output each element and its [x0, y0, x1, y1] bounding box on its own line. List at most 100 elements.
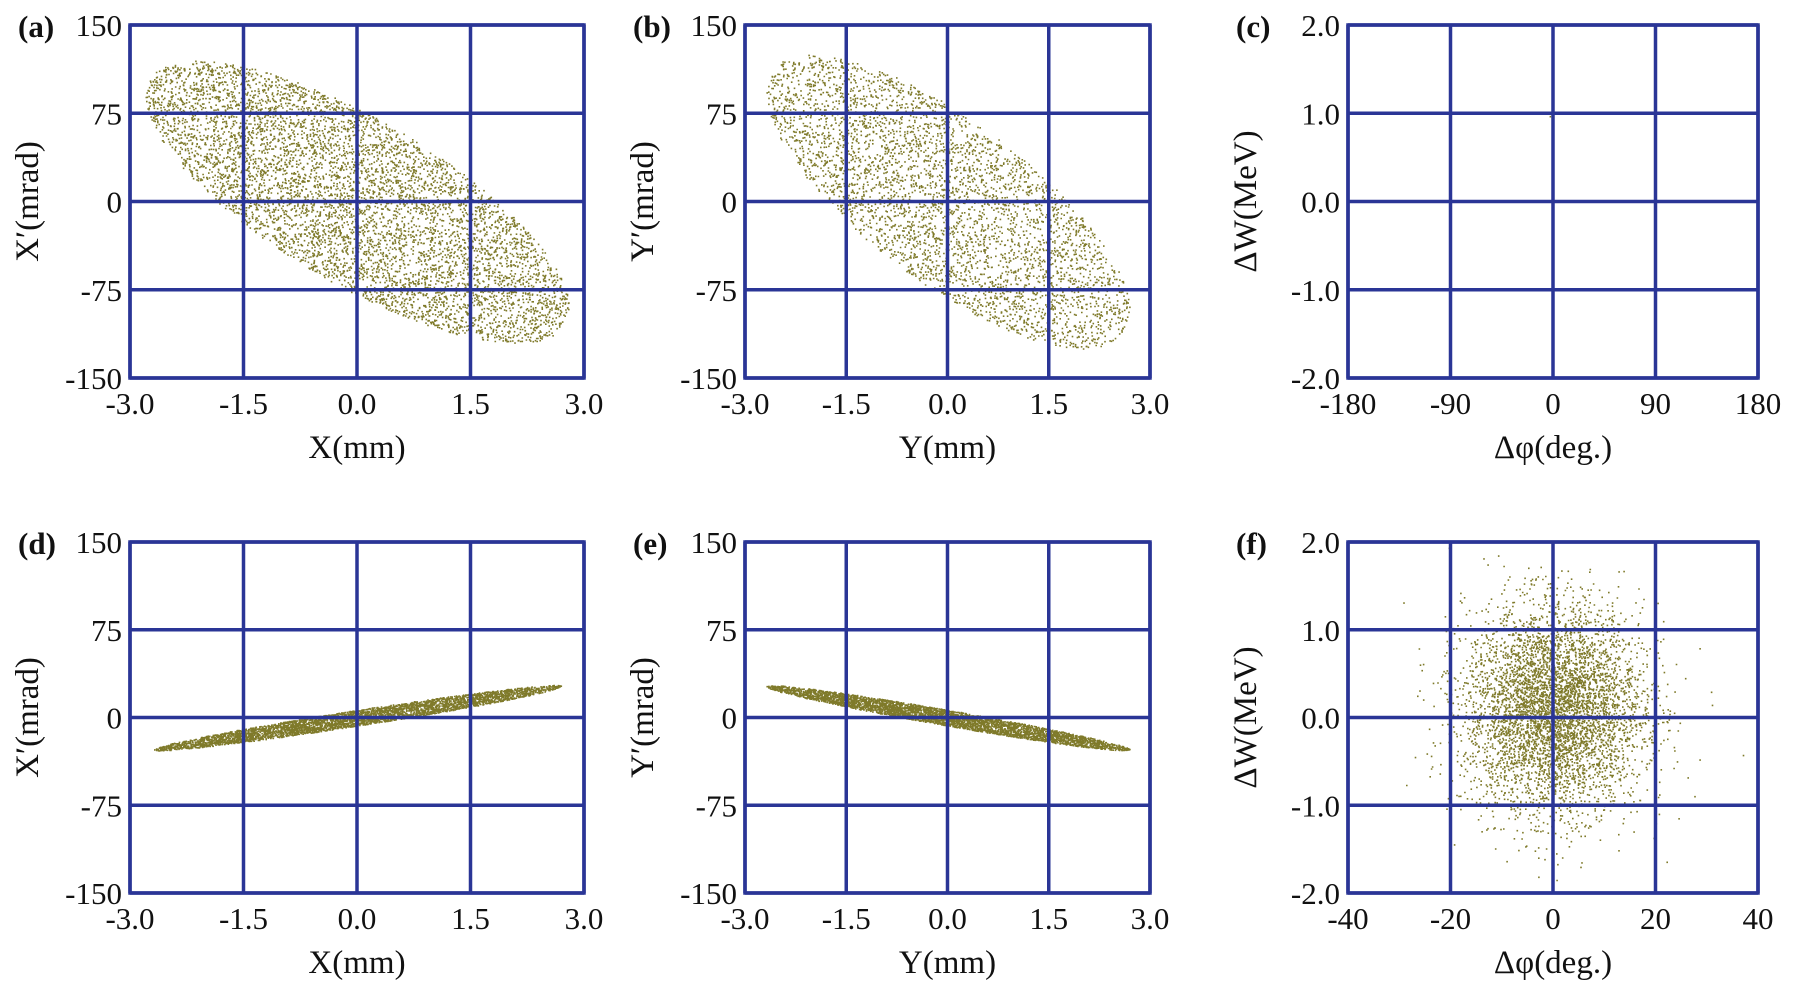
particle-cloud: [1403, 547, 1745, 882]
particle-cloud: [1549, 115, 1552, 118]
y-axis-label: X′(mrad): [10, 657, 46, 778]
plot-frame: [743, 540, 1152, 895]
y-tick-label: -75: [81, 788, 122, 823]
x-tick-label: -180: [1320, 386, 1377, 421]
x-tick-label: -40: [1327, 901, 1368, 936]
x-tick-label: 180: [1735, 386, 1782, 421]
y-tick-label: 150: [691, 8, 738, 43]
x-tick-label: 1.5: [451, 386, 490, 421]
y-tick-label: 0: [722, 701, 738, 736]
y-axis-label: ΔW(MeV): [1228, 130, 1264, 272]
particle-cloud: [145, 60, 570, 344]
y-tick-label: -75: [81, 273, 122, 308]
y-tick-label: -2.0: [1291, 361, 1340, 396]
y-axis-label: X′(mrad): [10, 141, 46, 262]
panel-d: 150 75 0 -75 -150-3.0 -1.5 0.0 1.5 3.0 X(mm) X′(mr…: [10, 525, 603, 981]
y-tick-label: -75: [696, 273, 737, 308]
y-axis-label: ΔW(MeV): [1228, 646, 1264, 788]
x-tick-label: 3.0: [1131, 386, 1170, 421]
y-tick-label: 150: [76, 525, 123, 560]
x-tick-label: 3.0: [565, 901, 604, 936]
y-tick-label: -150: [680, 361, 737, 396]
y-tick-label: 75: [91, 613, 122, 648]
x-tick-label: -3.0: [720, 386, 769, 421]
plot-frame: [128, 23, 586, 380]
panel-a: 150 75 0 -75 -150-3.0 -1.5 0.0 1.5 3.0 X(mm) X′(mr…: [10, 8, 603, 466]
x-tick-label: 1.5: [1029, 386, 1068, 421]
grid: [128, 540, 586, 895]
x-tick-label: 20: [1640, 901, 1671, 936]
plot-frame: [1346, 23, 1760, 380]
x-axis-label: Y(mm): [899, 430, 996, 466]
y-tick-label: -2.0: [1291, 876, 1340, 911]
x-axis-label: X(mm): [308, 430, 405, 466]
grid: [1346, 540, 1760, 895]
y-tick-label: 150: [76, 8, 123, 43]
x-tick-label: -20: [1430, 901, 1471, 936]
panel-label: (b): [633, 9, 671, 44]
x-tick-label: 0: [1545, 386, 1561, 421]
y-tick-label: 0: [107, 185, 123, 220]
x-axis-label: Y(mm): [899, 945, 996, 981]
x-tick-label: -1.5: [822, 901, 871, 936]
plot-frame: [1346, 540, 1760, 895]
x-tick-label: -3.0: [105, 386, 154, 421]
y-tick-label: 75: [91, 96, 122, 131]
grid: [743, 540, 1152, 895]
y-tick-label: -150: [680, 876, 737, 911]
panel-label: (a): [18, 9, 54, 44]
x-tick-label: 3.0: [565, 386, 604, 421]
y-tick-label: 0.0: [1301, 701, 1340, 736]
x-tick-label: 0.0: [928, 386, 967, 421]
y-tick-label: 0: [722, 185, 738, 220]
panel-f: 2.0 1.0 0.0 -1.0 -2.0-40 -20 0 20 40 Δφ(deg.) ΔW(M…: [1228, 525, 1774, 981]
x-tick-label: 1.5: [451, 901, 490, 936]
x-tick-label: 90: [1640, 386, 1671, 421]
x-axis-label: Δφ(deg.): [1494, 945, 1612, 981]
particle-points: [1549, 115, 1552, 118]
y-axis-label: Y′(mrad): [625, 141, 661, 262]
grid: [743, 23, 1152, 380]
grid: [128, 23, 586, 380]
x-tick-label: 0.0: [928, 901, 967, 936]
panel-e: 150 75 0 -75 -150-3.0 -1.5 0.0 1.5 3.0 Y(mm) Y′(mr…: [625, 525, 1169, 981]
panel-label: (c): [1236, 9, 1270, 44]
particle-points: [1403, 547, 1745, 882]
x-tick-label: 40: [1743, 901, 1774, 936]
plot-frame: [128, 540, 586, 895]
x-axis-label: Δφ(deg.): [1494, 430, 1612, 466]
y-tick-label: 150: [691, 525, 738, 560]
plot-frame: [743, 23, 1152, 380]
x-tick-label: 3.0: [1131, 901, 1170, 936]
y-tick-label: 2.0: [1301, 525, 1340, 560]
x-tick-label: -1.5: [219, 386, 268, 421]
x-axis-label: X(mm): [308, 945, 405, 981]
y-tick-label: -150: [65, 876, 122, 911]
x-tick-label: 0.0: [338, 386, 377, 421]
y-tick-label: 75: [706, 613, 737, 648]
x-tick-label: -1.5: [219, 901, 268, 936]
y-tick-label: -1.0: [1291, 788, 1340, 823]
x-tick-label: 1.5: [1029, 901, 1068, 936]
y-tick-label: -150: [65, 361, 122, 396]
y-tick-label: 0: [107, 701, 123, 736]
x-tick-label: -3.0: [720, 901, 769, 936]
y-tick-label: 0.0: [1301, 185, 1340, 220]
particle-points: [145, 60, 570, 344]
x-tick-label: 0: [1545, 901, 1561, 936]
panel-b: 150 75 0 -75 -150-3.0 -1.5 0.0 1.5 3.0 Y(mm) Y′(mr…: [625, 8, 1169, 466]
y-tick-label: -1.0: [1291, 273, 1340, 308]
x-tick-label: -90: [1430, 386, 1471, 421]
grid: [1346, 23, 1760, 380]
y-axis-label: Y′(mrad): [625, 657, 661, 778]
panel-label: (d): [18, 526, 56, 561]
y-tick-label: -75: [696, 788, 737, 823]
panel-label: (f): [1236, 526, 1267, 561]
y-tick-label: 1.0: [1301, 613, 1340, 648]
y-tick-label: 1.0: [1301, 96, 1340, 131]
x-tick-label: -3.0: [105, 901, 154, 936]
y-tick-label: 75: [706, 96, 737, 131]
panel-label: (e): [633, 526, 667, 561]
panel-c: 2.0 1.0 0.0 -1.0 -2.0-180 -90 0 90 180 Δφ(deg.) ΔW…: [1228, 8, 1781, 466]
